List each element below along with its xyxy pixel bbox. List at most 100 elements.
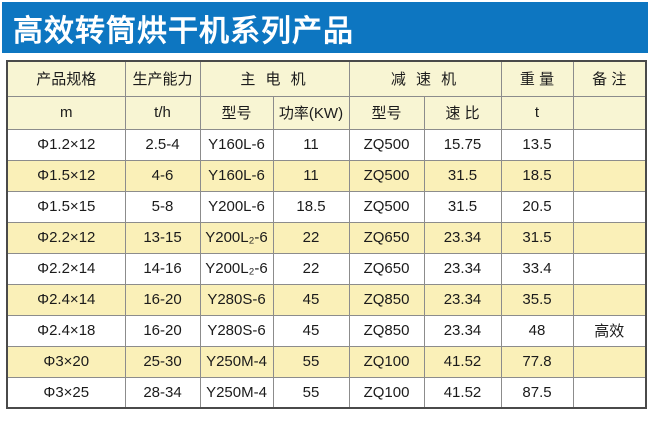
header-unit-row: m t/h 型号 功率(KW) 型号 速 比 t	[6, 95, 647, 130]
cell-motor-model: Y160L-6	[199, 128, 274, 161]
cell-reducer-ratio: 23.34	[423, 283, 502, 316]
cell-remark	[572, 252, 647, 285]
cell-motor-power: 22	[272, 221, 350, 254]
cell-capacity: 4-6	[124, 159, 201, 192]
header-weight: 重 量	[500, 60, 574, 97]
cell-reducer-ratio: 15.75	[423, 128, 502, 161]
cell-remark	[572, 159, 647, 192]
cell-reducer-model: ZQ500	[348, 190, 425, 223]
cell-motor-model: Y200L-6	[199, 190, 274, 223]
cell-spec: Φ3×25	[6, 376, 126, 409]
cell-remark	[572, 128, 647, 161]
cell-reducer-model: ZQ650	[348, 252, 425, 285]
cell-remark	[572, 190, 647, 223]
unit-motor-power: 功率(KW)	[272, 95, 350, 130]
header-reducer-group: 减 速 机	[348, 60, 502, 97]
cell-motor-power: 45	[272, 283, 350, 316]
cell-spec: Φ1.5×15	[6, 190, 126, 223]
unit-weight: t	[500, 95, 574, 130]
page-title: 高效转筒烘干机系列产品	[2, 2, 648, 53]
cell-reducer-model: ZQ100	[348, 376, 425, 409]
cell-capacity: 2.5-4	[124, 128, 201, 161]
table-row: Φ2.2×12 13-15 Y200L₂-6 22 ZQ650 23.34 31.5	[6, 221, 647, 254]
cell-capacity: 14-16	[124, 252, 201, 285]
cell-motor-model: Y250M-4	[199, 376, 274, 409]
header-capacity: 生产能力	[124, 60, 201, 97]
cell-capacity: 28-34	[124, 376, 201, 409]
cell-spec: Φ2.4×18	[6, 314, 126, 347]
cell-weight: 18.5	[500, 159, 574, 192]
cell-motor-model: Y280S-6	[199, 314, 274, 347]
unit-motor-model: 型号	[199, 95, 274, 130]
cell-spec: Φ2.2×12	[6, 221, 126, 254]
table-body: Φ1.2×12 2.5-4 Y160L-6 11 ZQ500 15.75 13.5 Φ1.5×…	[6, 128, 647, 409]
cell-reducer-model: ZQ500	[348, 159, 425, 192]
cell-motor-model: Y280S-6	[199, 283, 274, 316]
cell-reducer-model: ZQ500	[348, 128, 425, 161]
header-spec: 产品规格	[6, 60, 126, 97]
cell-reducer-ratio: 23.34	[423, 314, 502, 347]
cell-motor-power: 55	[272, 345, 350, 378]
unit-spec: m	[6, 95, 126, 130]
table-row: Φ2.2×14 14-16 Y200L₂-6 22 ZQ650 23.34 33.4	[6, 252, 647, 285]
cell-remark	[572, 376, 647, 409]
cell-motor-model: Y250M-4	[199, 345, 274, 378]
product-spec-table: 产品规格 生产能力 主 电 机 减 速 机 重 量 备 注 m t/h 型号 功…	[6, 60, 647, 409]
cell-weight: 33.4	[500, 252, 574, 285]
cell-remark	[572, 221, 647, 254]
table-row: Φ1.2×12 2.5-4 Y160L-6 11 ZQ500 15.75 13.5	[6, 128, 647, 161]
unit-reducer-model: 型号	[348, 95, 425, 130]
cell-weight: 35.5	[500, 283, 574, 316]
table-row: Φ3×25 28-34 Y250M-4 55 ZQ100 41.52 87.5	[6, 376, 647, 409]
cell-weight: 77.8	[500, 345, 574, 378]
cell-motor-model: Y200L₂-6	[199, 221, 274, 254]
cell-motor-power: 55	[272, 376, 350, 409]
cell-spec: Φ2.4×14	[6, 283, 126, 316]
table-row: Φ1.5×15 5-8 Y200L-6 18.5 ZQ500 31.5 20.5	[6, 190, 647, 223]
unit-capacity: t/h	[124, 95, 201, 130]
cell-capacity: 16-20	[124, 283, 201, 316]
cell-weight: 31.5	[500, 221, 574, 254]
cell-reducer-model: ZQ850	[348, 283, 425, 316]
table-row: Φ1.5×12 4-6 Y160L-6 11 ZQ500 31.5 18.5	[6, 159, 647, 192]
cell-reducer-model: ZQ850	[348, 314, 425, 347]
cell-reducer-ratio: 41.52	[423, 376, 502, 409]
cell-motor-power: 22	[272, 252, 350, 285]
cell-remark	[572, 345, 647, 378]
table-header: 产品规格 生产能力 主 电 机 减 速 机 重 量 备 注 m t/h 型号 功…	[6, 60, 647, 130]
cell-weight: 87.5	[500, 376, 574, 409]
cell-capacity: 5-8	[124, 190, 201, 223]
cell-motor-model: Y160L-6	[199, 159, 274, 192]
cell-reducer-model: ZQ100	[348, 345, 425, 378]
cell-motor-power: 18.5	[272, 190, 350, 223]
cell-motor-power: 11	[272, 128, 350, 161]
unit-reducer-ratio: 速 比	[423, 95, 502, 130]
cell-capacity: 16-20	[124, 314, 201, 347]
table-row: Φ2.4×14 16-20 Y280S-6 45 ZQ850 23.34 35.5	[6, 283, 647, 316]
cell-reducer-ratio: 23.34	[423, 221, 502, 254]
cell-capacity: 25-30	[124, 345, 201, 378]
cell-capacity: 13-15	[124, 221, 201, 254]
cell-spec: Φ1.2×12	[6, 128, 126, 161]
cell-motor-power: 11	[272, 159, 350, 192]
header-motor-group: 主 电 机	[199, 60, 350, 97]
cell-reducer-ratio: 31.5	[423, 159, 502, 192]
cell-spec: Φ2.2×14	[6, 252, 126, 285]
cell-weight: 13.5	[500, 128, 574, 161]
header-group-row: 产品规格 生产能力 主 电 机 减 速 机 重 量 备 注	[6, 60, 647, 97]
cell-reducer-ratio: 41.52	[423, 345, 502, 378]
cell-reducer-ratio: 31.5	[423, 190, 502, 223]
cell-remark	[572, 283, 647, 316]
cell-reducer-model: ZQ650	[348, 221, 425, 254]
table-row: Φ2.4×18 16-20 Y280S-6 45 ZQ850 23.34 48 高效	[6, 314, 647, 347]
cell-spec: Φ3×20	[6, 345, 126, 378]
table-row: Φ3×20 25-30 Y250M-4 55 ZQ100 41.52 77.8	[6, 345, 647, 378]
cell-reducer-ratio: 23.34	[423, 252, 502, 285]
cell-motor-power: 45	[272, 314, 350, 347]
cell-weight: 48	[500, 314, 574, 347]
cell-motor-model: Y200L₂-6	[199, 252, 274, 285]
unit-remark	[572, 95, 647, 130]
cell-weight: 20.5	[500, 190, 574, 223]
cell-spec: Φ1.5×12	[6, 159, 126, 192]
